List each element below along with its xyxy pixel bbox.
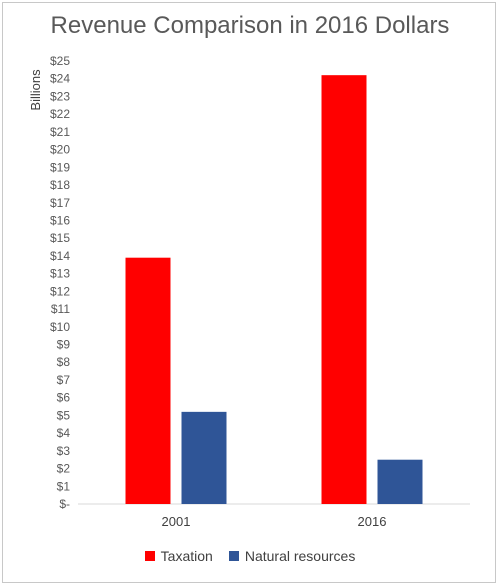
y-tick-label: $2 (57, 462, 71, 476)
y-tick-label: $24 (50, 72, 70, 86)
bar-natural-resources-2001 (181, 411, 227, 504)
y-tick-label: $6 (57, 391, 71, 405)
y-tick-label: $9 (57, 338, 71, 352)
y-tick-label: $13 (50, 267, 70, 281)
y-tick-label: $5 (57, 408, 71, 422)
y-tick-label: $20 (50, 143, 70, 157)
y-tick-label: $15 (50, 231, 70, 245)
y-tick-label: $8 (57, 355, 71, 369)
legend-swatch (228, 551, 239, 561)
bar-taxation-2016 (321, 75, 367, 505)
y-tick-label: $7 (57, 373, 71, 387)
legend: Taxation Natural resources (0, 548, 500, 564)
legend-item-natural-resources: Natural resources (228, 548, 356, 564)
y-tick-label: $22 (50, 107, 70, 121)
y-tick-label: $14 (50, 249, 70, 263)
y-tick-label: $23 (50, 89, 70, 103)
x-tick-label: 2001 (162, 514, 191, 529)
y-axis-title: Billions (28, 69, 43, 111)
y-tick-label: $- (59, 497, 70, 511)
bar-taxation-2001 (125, 257, 171, 504)
y-axis-title-group: Billions (28, 69, 43, 111)
y-tick-label: $19 (50, 160, 70, 174)
bar-chart: Billions $- $1 $2 $3 $4 $5 $6 $7 $8 $9 $10 $11 $12 $1… (28, 54, 470, 529)
x-tick-label: 2016 (358, 514, 387, 529)
legend-swatch (144, 551, 155, 561)
bar-natural-resources-2016 (377, 459, 423, 504)
legend-item-taxation: Taxation (144, 548, 213, 564)
y-tick-label: $21 (50, 125, 70, 139)
y-tick-label: $1 (57, 479, 71, 493)
x-axis-labels: 2001 2016 (162, 514, 387, 529)
y-tick-label: $17 (50, 196, 70, 210)
y-tick-label: $10 (50, 320, 70, 334)
y-tick-label: $3 (57, 444, 71, 458)
legend-label: Taxation (160, 548, 213, 564)
y-tick-label: $25 (50, 54, 70, 68)
legend-label: Natural resources (244, 548, 356, 564)
chart-title: Revenue Comparison in 2016 Dollars (50, 12, 450, 39)
y-tick-label: $4 (57, 426, 71, 440)
y-tick-label: $18 (50, 178, 70, 192)
bars (125, 75, 423, 505)
y-tick-label: $11 (51, 302, 70, 316)
y-tick-label: $16 (50, 213, 70, 227)
y-axis-ticks: $- $1 $2 $3 $4 $5 $6 $7 $8 $9 $10 $11 $12 $13 $14 $15 $1… (50, 54, 70, 511)
y-tick-label: $12 (50, 284, 70, 298)
